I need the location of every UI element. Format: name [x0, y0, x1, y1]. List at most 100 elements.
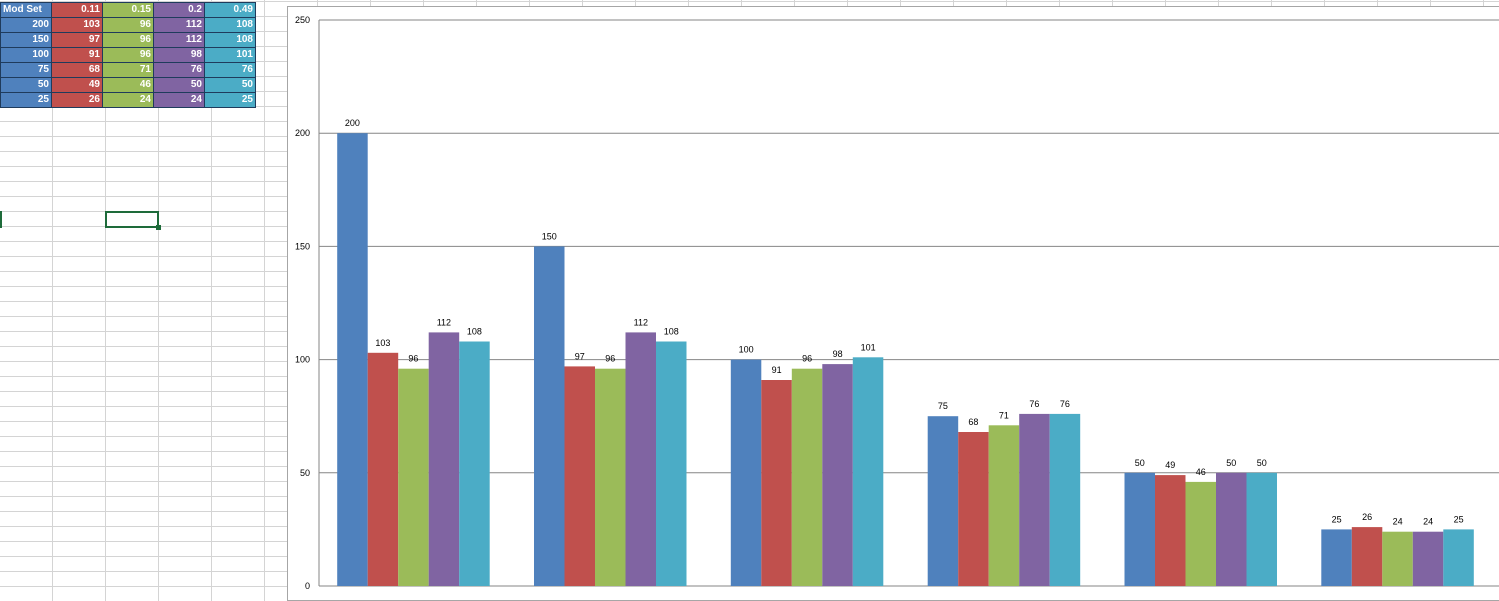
table-cell[interactable]: 50 [0, 77, 52, 93]
bar[interactable] [1216, 472, 1247, 586]
table-cell[interactable]: 24 [153, 92, 205, 108]
bar[interactable] [1351, 527, 1383, 586]
bar[interactable] [656, 341, 687, 587]
bar[interactable] [337, 133, 368, 586]
table-cell[interactable]: 103 [51, 17, 103, 33]
bar[interactable] [1382, 531, 1413, 586]
data-label: 91 [772, 365, 782, 375]
table-cell[interactable]: 101 [204, 47, 256, 63]
data-label: 200 [345, 118, 360, 128]
bar[interactable] [988, 425, 1020, 586]
table-cell[interactable]: 96 [102, 17, 154, 33]
selected-cell[interactable] [105, 211, 159, 228]
y-tick-label: 0 [305, 581, 310, 591]
data-label: 108 [664, 327, 679, 337]
bar[interactable] [1412, 531, 1444, 586]
data-label: 101 [861, 342, 876, 352]
table-cell[interactable]: 150 [0, 32, 52, 48]
bar[interactable] [625, 332, 657, 586]
table-header-cell[interactable]: 0.2 [153, 2, 205, 18]
bar[interactable] [791, 368, 823, 586]
data-label: 68 [968, 417, 978, 427]
data-label: 25 [1332, 514, 1342, 524]
table-cell[interactable]: 97 [51, 32, 103, 48]
bar[interactable] [730, 359, 762, 586]
data-label: 96 [408, 354, 418, 364]
bar[interactable] [822, 364, 853, 586]
bar[interactable] [1019, 413, 1050, 586]
bar[interactable] [927, 416, 959, 586]
table-header-cell[interactable]: 0.49 [204, 2, 256, 18]
table-cell[interactable]: 25 [0, 92, 52, 108]
data-label: 150 [542, 231, 557, 241]
table-cell[interactable]: 96 [102, 32, 154, 48]
table-cell[interactable]: 98 [153, 47, 205, 63]
bar[interactable] [1185, 481, 1217, 586]
bar[interactable] [1155, 475, 1186, 586]
table-cell[interactable]: 50 [204, 77, 256, 93]
table-cell[interactable]: 26 [51, 92, 103, 108]
bar[interactable] [595, 368, 626, 586]
table-cell[interactable]: 50 [153, 77, 205, 93]
fill-handle[interactable] [156, 225, 161, 230]
y-tick-label: 150 [295, 241, 310, 251]
data-label: 71 [999, 410, 1009, 420]
table-header-cell[interactable]: 0.11 [51, 2, 103, 18]
table-cell[interactable]: 24 [102, 92, 154, 108]
data-label: 103 [375, 338, 390, 348]
bar[interactable] [428, 332, 460, 586]
axes: 0 50 100 150 200 250 [295, 15, 320, 591]
bar[interactable] [367, 352, 399, 586]
data-label: 50 [1226, 458, 1236, 468]
data-label: 96 [802, 354, 812, 364]
table-cell[interactable]: 76 [153, 62, 205, 78]
table-cell[interactable]: 100 [0, 47, 52, 63]
bar[interactable] [1124, 472, 1156, 586]
bar[interactable] [852, 357, 884, 586]
bar[interactable] [761, 380, 792, 586]
bar[interactable] [1321, 529, 1352, 586]
table-header-cell[interactable]: 0.15 [102, 2, 154, 18]
table-cell[interactable]: 76 [204, 62, 256, 78]
table-header-row: Mod Set 0.11 0.15 0.2 0.49 [0, 2, 256, 18]
bar[interactable] [1246, 472, 1278, 586]
table-cell[interactable]: 200 [0, 17, 52, 33]
table-cell[interactable]: 112 [153, 32, 205, 48]
chart-area[interactable]: 0 50 100 150 200 250 200 103 96 112 108 150 97 96 112… [287, 6, 1499, 601]
table-header-cell[interactable]: Mod Set [0, 2, 52, 18]
data-label: 25 [1454, 514, 1464, 524]
table-row: 25 26 24 24 25 [0, 92, 256, 108]
table-cell[interactable]: 25 [204, 92, 256, 108]
table-row: 150 97 96 112 108 [0, 32, 256, 48]
bar[interactable] [564, 366, 596, 586]
data-label: 100 [739, 345, 754, 355]
bar[interactable] [1049, 413, 1081, 586]
table-cell[interactable]: 112 [153, 17, 205, 33]
bar[interactable] [398, 368, 429, 586]
bar[interactable] [459, 341, 490, 587]
table-cell[interactable]: 68 [51, 62, 103, 78]
bar[interactable] [958, 432, 989, 586]
data-label: 98 [833, 349, 843, 359]
bar-chart[interactable]: 0 50 100 150 200 250 200 103 96 112 108 150 97 96 112… [288, 7, 1499, 600]
table-cell[interactable]: 96 [102, 47, 154, 63]
table-cell[interactable]: 49 [51, 77, 103, 93]
table-cell[interactable]: 91 [51, 47, 103, 63]
table-cell[interactable]: 75 [0, 62, 52, 78]
data-label: 112 [634, 317, 648, 327]
y-tick-label: 200 [295, 128, 310, 138]
bar[interactable] [534, 246, 565, 586]
bars [337, 133, 1474, 586]
data-label: 46 [1196, 467, 1206, 477]
table-cell[interactable]: 46 [102, 77, 154, 93]
data-label: 108 [467, 327, 482, 337]
table-row: 200 103 96 112 108 [0, 17, 256, 33]
data-label: 49 [1165, 460, 1175, 470]
bar[interactable] [1443, 529, 1474, 586]
table-cell[interactable]: 108 [204, 17, 256, 33]
table-cell[interactable]: 71 [102, 62, 154, 78]
table-cell[interactable]: 108 [204, 32, 256, 48]
data-label: 26 [1362, 512, 1372, 522]
data-labels: 200 103 96 112 108 150 97 96 112 108 100 91 96 98 101 7… [345, 118, 1464, 527]
table-row: 75 68 71 76 76 [0, 62, 256, 78]
